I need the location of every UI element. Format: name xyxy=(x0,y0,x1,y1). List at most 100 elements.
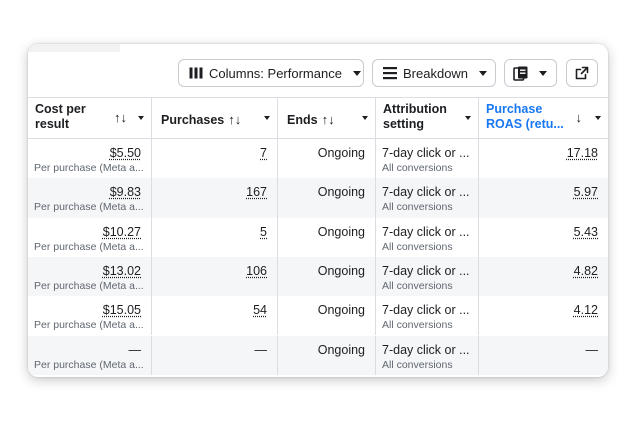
ends-value: Ongoing xyxy=(317,342,365,357)
attribution-subtext: All conversions xyxy=(382,279,453,292)
cell-purchases: 106 xyxy=(152,256,278,297)
header-purchases[interactable]: Purchases ↑↓ xyxy=(152,98,278,138)
ends-value: Ongoing xyxy=(317,263,365,278)
chevron-down-icon[interactable] xyxy=(362,116,368,120)
purchases-value[interactable]: 54 xyxy=(253,303,267,318)
cost-value[interactable]: $15.05 xyxy=(102,303,141,318)
columns-button-label: Columns: Performance xyxy=(209,65,342,81)
chevron-down-icon[interactable] xyxy=(138,116,144,120)
sort-icon[interactable]: ↑↓ xyxy=(321,112,335,127)
cell-cost-per-result: $9.83 Per purchase (Meta a... xyxy=(28,178,152,218)
cell-purchases: 167 xyxy=(152,178,278,218)
export-button[interactable] xyxy=(566,59,598,87)
cell-attribution: 7-day click or ... All conversions xyxy=(376,335,479,375)
cell-ends: Ongoing xyxy=(278,178,376,218)
roas-value[interactable]: 5.97 xyxy=(573,185,598,200)
reports-icon xyxy=(513,65,529,81)
cell-purchases: — xyxy=(152,335,278,375)
attribution-subtext: All conversions xyxy=(382,240,453,253)
cell-ends: Ongoing xyxy=(278,256,376,297)
table-row: $13.02 Per purchase (Meta a... 106 Ongoing… xyxy=(28,256,608,297)
ends-value: Ongoing xyxy=(317,303,365,318)
cell-ends: Ongoing xyxy=(278,296,376,336)
cell-purchase-roas: 5.97 xyxy=(479,178,608,217)
cell-purchases: 5 xyxy=(152,217,278,257)
cost-subtext: Per purchase (Meta a... xyxy=(34,201,144,214)
table-row: $9.83 Per purchase (Meta a... 167 Ongoing 7… xyxy=(28,178,608,218)
attribution-value: 7-day click or ... xyxy=(382,185,470,200)
ads-report-card: Columns: Performance Breakdown Cost per … xyxy=(28,44,608,377)
top-tab-strip xyxy=(28,44,608,52)
header-ends[interactable]: Ends ↑↓ xyxy=(278,98,376,138)
cell-ends: Ongoing xyxy=(278,139,376,179)
cost-value[interactable]: $13.02 xyxy=(102,263,141,278)
chevron-down-icon[interactable] xyxy=(595,116,601,120)
cell-purchases: 7 xyxy=(152,139,278,179)
cost-value[interactable]: $5.50 xyxy=(109,146,141,160)
purchases-value[interactable]: 7 xyxy=(260,146,267,160)
roas-value[interactable]: 4.82 xyxy=(573,263,598,278)
attribution-value: 7-day click or ... xyxy=(382,303,470,318)
ends-value: Ongoing xyxy=(317,185,365,200)
cell-purchase-roas: — xyxy=(479,336,608,375)
cell-purchases: 54 xyxy=(152,296,278,336)
roas-value[interactable]: 17.18 xyxy=(566,146,598,160)
chevron-down-icon[interactable] xyxy=(264,116,270,120)
cell-ends: Ongoing xyxy=(278,217,376,257)
table-row: — Per purchase (Meta a... — Ongoing 7-day c… xyxy=(28,335,608,375)
chevron-down-icon[interactable] xyxy=(465,116,471,120)
cell-purchase-roas: 17.18 xyxy=(479,139,608,178)
cell-purchase-roas: 4.82 xyxy=(479,257,608,296)
table-row: $15.05 Per purchase (Meta a... 54 Ongoing 7… xyxy=(28,296,608,336)
cell-cost-per-result: $10.27 Per purchase (Meta a... xyxy=(28,217,152,257)
export-icon xyxy=(574,65,590,81)
header-label: Cost per result xyxy=(35,102,86,131)
cost-subtext: Per purchase (Meta a... xyxy=(34,358,144,371)
header-label-line1: Purchase xyxy=(486,102,543,116)
table-row: $5.50 Per purchase (Meta a... 7 Ongoing 7-d… xyxy=(28,139,608,179)
cost-subtext: Per purchase (Meta a... xyxy=(34,319,144,332)
columns-button[interactable]: Columns: Performance xyxy=(178,59,364,87)
header-label: Ends xyxy=(287,113,318,127)
cell-attribution: 7-day click or ... All conversions xyxy=(376,256,479,297)
ends-value: Ongoing xyxy=(317,146,365,160)
table-row: $10.27 Per purchase (Meta a... 5 Ongoing 7-… xyxy=(28,217,608,257)
header-cost-per-result[interactable]: Cost per result ↑↓ xyxy=(28,98,152,138)
roas-value: — xyxy=(585,342,599,357)
roas-value[interactable]: 5.43 xyxy=(573,224,598,239)
cell-attribution: 7-day click or ... All conversions xyxy=(376,178,479,218)
cell-cost-per-result: — Per purchase (Meta a... xyxy=(28,335,152,375)
cost-value[interactable]: $9.83 xyxy=(109,185,141,200)
attribution-subtext: All conversions xyxy=(382,358,453,371)
chevron-down-icon xyxy=(539,70,547,76)
breakdown-button[interactable]: Breakdown xyxy=(372,59,496,87)
purchases-value[interactable]: 5 xyxy=(260,224,267,239)
header-attribution-setting[interactable]: Attribution setting xyxy=(376,98,479,138)
cell-attribution: 7-day click or ... All conversions xyxy=(376,296,479,336)
attribution-subtext: All conversions xyxy=(382,201,453,214)
sort-desc-icon[interactable]: ↓ xyxy=(575,110,583,125)
cost-value[interactable]: $10.27 xyxy=(102,224,141,239)
cell-attribution: 7-day click or ... All conversions xyxy=(376,217,479,257)
purchases-value[interactable]: 167 xyxy=(246,185,267,200)
chevron-down-icon xyxy=(352,70,361,76)
header-purchase-roas[interactable]: Purchase ROAS (retu... ↓ xyxy=(479,98,608,138)
attribution-value: 7-day click or ... xyxy=(382,224,470,239)
purchases-value: — xyxy=(254,342,268,357)
cost-subtext: Per purchase (Meta a... xyxy=(34,162,144,174)
attribution-value: 7-day click or ... xyxy=(382,263,470,278)
cell-cost-per-result: $13.02 Per purchase (Meta a... xyxy=(28,256,152,297)
header-label: Purchases xyxy=(161,113,225,127)
table-header: Cost per result ↑↓ Purchases ↑↓ Ends ↑↓ At… xyxy=(28,97,608,139)
roas-value[interactable]: 4.12 xyxy=(573,303,598,318)
cell-cost-per-result: $15.05 Per purchase (Meta a... xyxy=(28,296,152,336)
cost-subtext: Per purchase (Meta a... xyxy=(34,240,144,253)
breakdown-button-label: Breakdown xyxy=(403,65,469,81)
sort-icon[interactable]: ↑↓ xyxy=(228,112,242,127)
chevron-down-icon xyxy=(479,70,488,76)
sort-icon[interactable]: ↑↓ xyxy=(114,110,127,125)
attribution-subtext: All conversions xyxy=(382,319,453,332)
purchases-value[interactable]: 106 xyxy=(246,263,267,278)
reports-button[interactable] xyxy=(504,59,557,87)
cost-subtext: Per purchase (Meta a... xyxy=(34,279,144,292)
